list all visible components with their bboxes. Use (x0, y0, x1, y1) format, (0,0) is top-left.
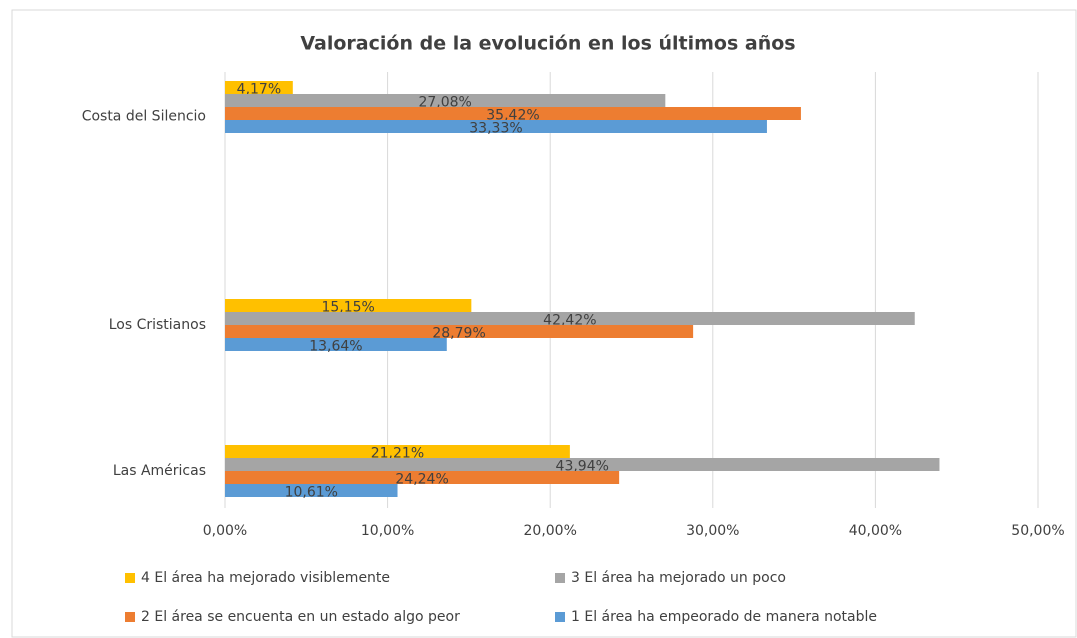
bar (225, 107, 801, 120)
bar (225, 81, 293, 94)
x-tick-label: 20,00% (524, 523, 577, 539)
value-label: 13,64% (309, 339, 362, 355)
value-label: 35,42% (486, 108, 539, 124)
bar (225, 471, 620, 484)
bar (225, 120, 767, 133)
legend-swatch (125, 612, 135, 622)
value-label: 21,21% (371, 446, 424, 462)
bar (225, 458, 940, 471)
value-label: 27,08% (418, 95, 471, 111)
x-tick-label: 10,00% (361, 523, 414, 539)
x-tick-label: 30,00% (686, 523, 739, 539)
bar (225, 312, 915, 325)
bar (225, 94, 666, 107)
bar (225, 325, 694, 338)
value-label: 42,42% (543, 313, 596, 329)
bar (225, 484, 398, 497)
legend-swatch (555, 612, 565, 622)
chart-title: Valoración de la evolución en los último… (300, 33, 795, 55)
value-label: 24,24% (395, 472, 448, 488)
legend-label: 1 El área ha empeorado de manera notable (571, 609, 877, 625)
value-label: 28,79% (432, 326, 485, 342)
value-label: 33,33% (469, 121, 522, 137)
legend-swatch (125, 573, 135, 583)
x-tick-label: 40,00% (849, 523, 902, 539)
value-label: 43,94% (556, 459, 609, 475)
legend-swatch (555, 573, 565, 583)
bar (225, 338, 447, 351)
value-label: 15,15% (321, 300, 374, 316)
y-tick-label: Las Américas (113, 463, 206, 479)
legend-label: 3 El área ha mejorado un poco (571, 570, 786, 586)
legend-label: 2 El área se encuenta en un estado algo … (141, 609, 460, 625)
y-tick-label: Costa del Silencio (82, 109, 206, 125)
legend-label: 4 El área ha mejorado visiblemente (141, 570, 390, 586)
x-tick-label: 0,00% (203, 523, 247, 539)
value-label: 10,61% (285, 485, 338, 501)
x-tick-label: 50,00% (1011, 523, 1064, 539)
y-tick-label: Los Cristianos (109, 317, 206, 333)
bar (225, 445, 570, 458)
bar (225, 299, 472, 312)
value-label: 4,17% (237, 82, 281, 98)
